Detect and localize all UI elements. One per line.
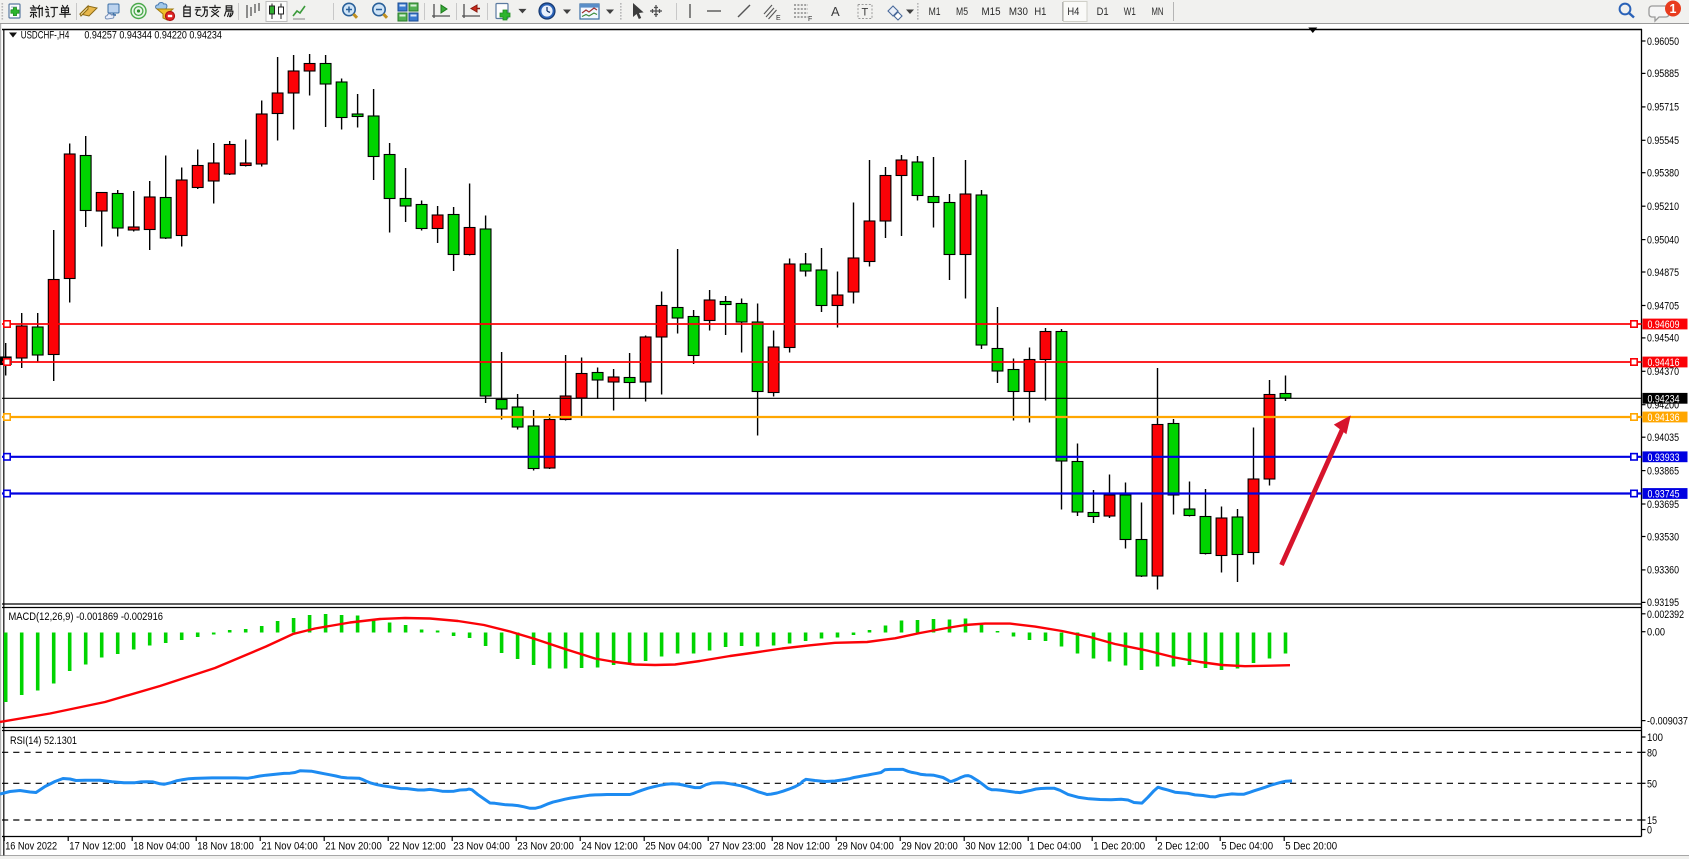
svg-text:80: 80 bbox=[1647, 747, 1657, 759]
svg-text:23 Nov 20:00: 23 Nov 20:00 bbox=[517, 841, 574, 853]
svg-text:0: 0 bbox=[1647, 825, 1652, 837]
svg-text:0.96050: 0.96050 bbox=[1647, 36, 1679, 48]
svg-text:0.94234: 0.94234 bbox=[1648, 393, 1680, 405]
svg-text:E: E bbox=[776, 15, 781, 22]
svg-text:1 Dec 04:00: 1 Dec 04:00 bbox=[1029, 841, 1081, 853]
svg-text:0.94257 0.94344 0.94220 0.9423: 0.94257 0.94344 0.94220 0.94234 bbox=[84, 29, 222, 41]
svg-text:M15: M15 bbox=[982, 6, 1001, 18]
svg-text:0.94609: 0.94609 bbox=[1648, 319, 1680, 331]
svg-text:0.93933: 0.93933 bbox=[1648, 452, 1680, 464]
svg-text:0.95040: 0.95040 bbox=[1647, 234, 1679, 246]
svg-text:MACD(12,26,9) -0.001869 -0.002: MACD(12,26,9) -0.001869 -0.002916 bbox=[9, 611, 164, 623]
svg-text:0.94370: 0.94370 bbox=[1647, 366, 1679, 378]
svg-text:A: A bbox=[831, 4, 840, 19]
svg-text:50: 50 bbox=[1647, 778, 1657, 790]
svg-text:0.95545: 0.95545 bbox=[1647, 135, 1679, 147]
svg-text:22 Nov 12:00: 22 Nov 12:00 bbox=[389, 841, 446, 853]
svg-text:USDCHF-,H4: USDCHF-,H4 bbox=[21, 29, 70, 41]
svg-text:0.94035: 0.94035 bbox=[1647, 432, 1679, 444]
svg-text:25 Nov 04:00: 25 Nov 04:00 bbox=[645, 841, 702, 853]
svg-text:5 Dec 20:00: 5 Dec 20:00 bbox=[1285, 841, 1337, 853]
svg-text:18 Nov 18:00: 18 Nov 18:00 bbox=[197, 841, 254, 853]
svg-text:24 Nov 12:00: 24 Nov 12:00 bbox=[581, 841, 638, 853]
svg-text:29 Nov 04:00: 29 Nov 04:00 bbox=[837, 841, 894, 853]
svg-text:27 Nov 23:00: 27 Nov 23:00 bbox=[709, 841, 766, 853]
svg-text:M1: M1 bbox=[929, 6, 941, 18]
svg-text:0.93745: 0.93745 bbox=[1648, 489, 1680, 501]
svg-text:1 Dec 20:00: 1 Dec 20:00 bbox=[1093, 841, 1145, 853]
svg-text:0.00: 0.00 bbox=[1647, 627, 1665, 639]
svg-text:0.94540: 0.94540 bbox=[1647, 333, 1679, 345]
svg-text:0.93195: 0.93195 bbox=[1647, 597, 1679, 609]
svg-text:23 Nov 04:00: 23 Nov 04:00 bbox=[453, 841, 510, 853]
svg-text:M30: M30 bbox=[1009, 6, 1028, 18]
svg-text:D1: D1 bbox=[1097, 6, 1109, 18]
svg-text:0.002392: 0.002392 bbox=[1647, 609, 1684, 621]
svg-text:0.94416: 0.94416 bbox=[1648, 357, 1680, 369]
svg-text:16 Nov 2022: 16 Nov 2022 bbox=[5, 841, 57, 853]
svg-text:0.95380: 0.95380 bbox=[1647, 168, 1679, 180]
svg-text:15: 15 bbox=[1647, 815, 1657, 827]
svg-text:21 Nov 20:00: 21 Nov 20:00 bbox=[325, 841, 382, 853]
svg-text:18 Nov 04:00: 18 Nov 04:00 bbox=[133, 841, 190, 853]
svg-text:0.95885: 0.95885 bbox=[1647, 68, 1679, 80]
svg-text:M5: M5 bbox=[956, 6, 968, 18]
svg-text:F: F bbox=[808, 16, 812, 23]
svg-text:0.93695: 0.93695 bbox=[1647, 499, 1679, 511]
svg-text:30 Nov 12:00: 30 Nov 12:00 bbox=[965, 841, 1022, 853]
svg-text:0.93360: 0.93360 bbox=[1647, 565, 1679, 577]
svg-text:0.95715: 0.95715 bbox=[1647, 102, 1679, 114]
svg-text:T: T bbox=[862, 7, 869, 19]
svg-text:H1: H1 bbox=[1034, 6, 1046, 18]
svg-text:5 Dec 04:00: 5 Dec 04:00 bbox=[1221, 841, 1273, 853]
svg-text:1: 1 bbox=[1670, 2, 1677, 16]
svg-text:H4: H4 bbox=[1067, 6, 1079, 18]
svg-text:0.94705: 0.94705 bbox=[1647, 300, 1679, 312]
svg-text:0.94136: 0.94136 bbox=[1648, 412, 1680, 424]
svg-text:0.95210: 0.95210 bbox=[1647, 201, 1679, 213]
svg-text:17 Nov 12:00: 17 Nov 12:00 bbox=[69, 841, 126, 853]
svg-text:21 Nov 04:00: 21 Nov 04:00 bbox=[261, 841, 318, 853]
svg-text:28 Nov 12:00: 28 Nov 12:00 bbox=[773, 841, 830, 853]
svg-text:RSI(14) 52.1301: RSI(14) 52.1301 bbox=[10, 735, 77, 747]
svg-text:-0.009037: -0.009037 bbox=[1647, 716, 1688, 728]
svg-text:2 Dec 12:00: 2 Dec 12:00 bbox=[1157, 841, 1209, 853]
svg-text:29 Nov 20:00: 29 Nov 20:00 bbox=[901, 841, 958, 853]
svg-text:MN: MN bbox=[1152, 6, 1164, 18]
svg-text:0.93530: 0.93530 bbox=[1647, 531, 1679, 543]
svg-text:0.94875: 0.94875 bbox=[1647, 267, 1679, 279]
svg-text:100: 100 bbox=[1647, 732, 1663, 744]
svg-text:0.93865: 0.93865 bbox=[1647, 465, 1679, 477]
svg-text:W1: W1 bbox=[1124, 6, 1136, 18]
